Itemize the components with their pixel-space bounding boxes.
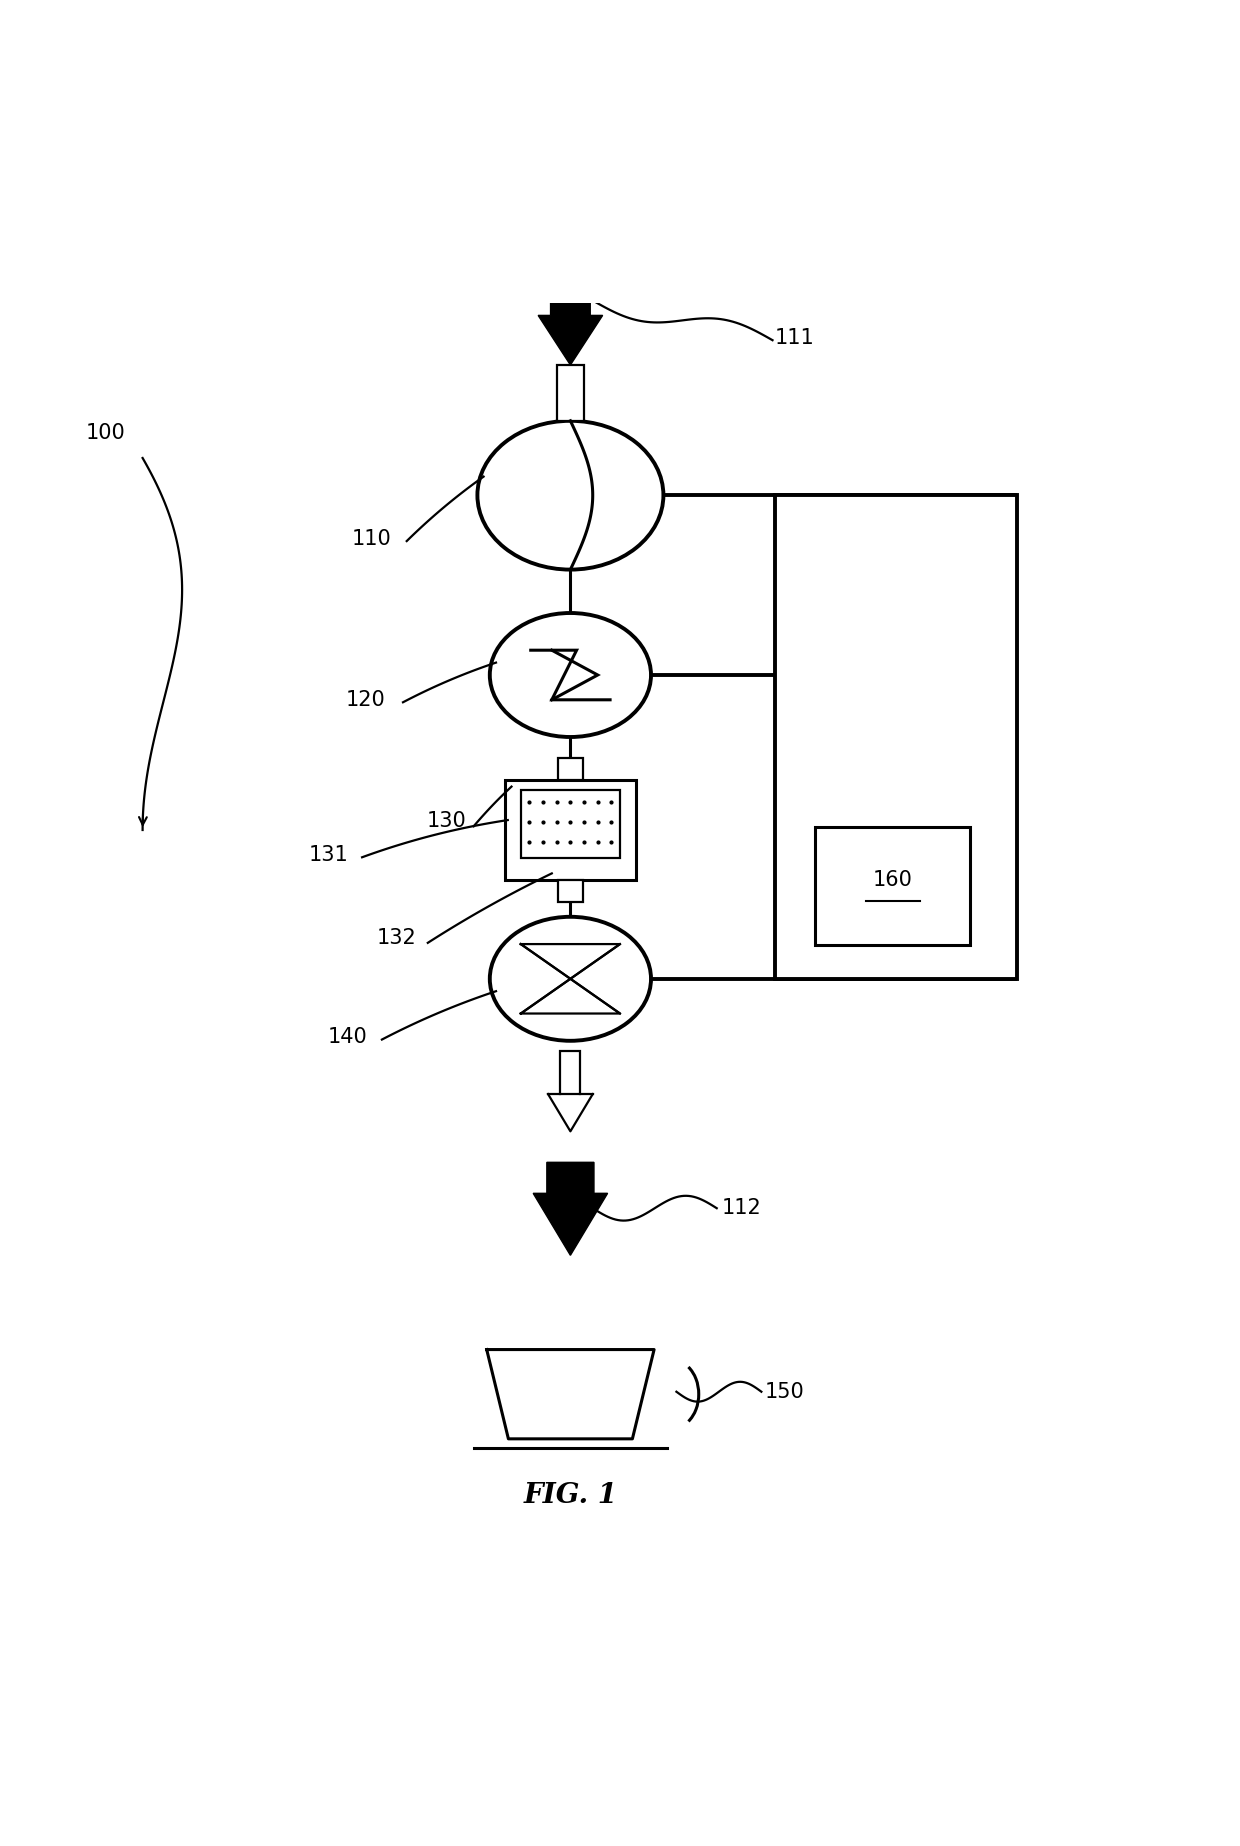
Text: FIG. 1: FIG. 1 bbox=[523, 1482, 618, 1510]
Bar bbox=[816, 827, 970, 945]
Bar bbox=[557, 366, 584, 421]
Text: 140: 140 bbox=[327, 1026, 367, 1047]
FancyArrow shape bbox=[538, 288, 603, 366]
Ellipse shape bbox=[490, 917, 651, 1041]
Bar bbox=[775, 495, 1017, 978]
Text: 120: 120 bbox=[346, 690, 386, 711]
Text: 160: 160 bbox=[873, 869, 913, 890]
Text: 130: 130 bbox=[427, 812, 466, 831]
Text: 100: 100 bbox=[86, 423, 125, 443]
Text: 111: 111 bbox=[775, 329, 815, 347]
Bar bbox=[521, 790, 620, 858]
Ellipse shape bbox=[477, 421, 663, 570]
Text: 132: 132 bbox=[377, 929, 417, 947]
Ellipse shape bbox=[490, 613, 651, 737]
Bar bbox=[558, 879, 583, 903]
Bar bbox=[558, 759, 583, 781]
Bar bbox=[506, 781, 635, 879]
Text: 131: 131 bbox=[309, 845, 348, 864]
Text: 110: 110 bbox=[352, 528, 392, 548]
Bar bbox=[560, 1050, 580, 1095]
Text: 112: 112 bbox=[722, 1198, 761, 1218]
Text: 150: 150 bbox=[765, 1381, 805, 1401]
FancyArrow shape bbox=[533, 1163, 608, 1255]
